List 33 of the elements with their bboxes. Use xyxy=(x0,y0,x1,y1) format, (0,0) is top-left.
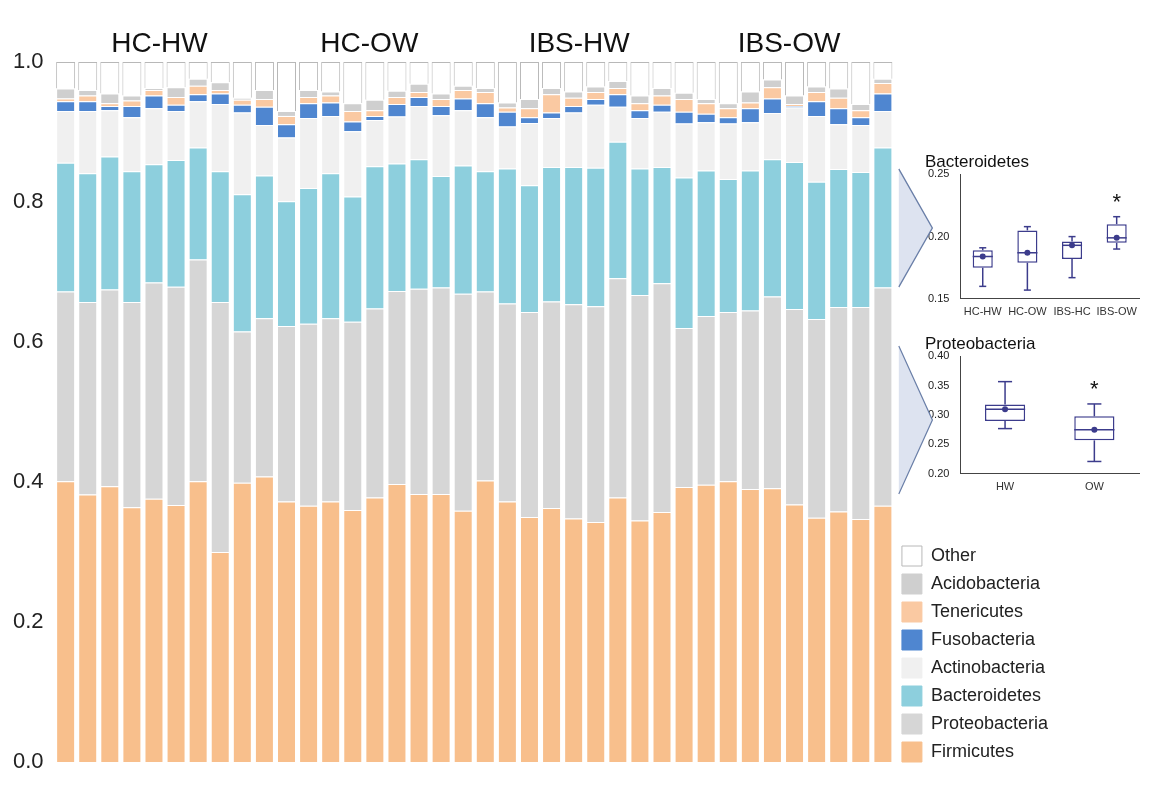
y-tick-label: 0.25 xyxy=(927,437,950,450)
x-tick-label: IBS-OW xyxy=(1096,305,1138,318)
legend-label: Proteobacteria xyxy=(930,712,1049,733)
x-tick-label: HC-HW xyxy=(963,305,1003,318)
annotation: * xyxy=(1112,188,1122,214)
legend-label: Actinobacteria xyxy=(930,656,1046,677)
text: HC-HW xyxy=(111,26,209,58)
y-tick-label: 0.0 xyxy=(12,748,44,774)
legend-label: Firmicutes xyxy=(930,740,1014,761)
y-tick-label: 0.4 xyxy=(12,468,44,494)
y-tick-label: 0.25 xyxy=(927,167,950,180)
text: IBS-HW xyxy=(528,26,631,58)
text: HC-OW xyxy=(320,26,419,58)
x-tick-label: IBS-HC xyxy=(1053,305,1091,318)
x-tick-label: HC-OW xyxy=(1008,305,1048,318)
annotation: * xyxy=(1090,376,1100,402)
y-tick-label: 0.2 xyxy=(12,608,44,634)
y-tick-label: 0.8 xyxy=(12,188,44,214)
text: IBS-OW xyxy=(737,26,841,58)
legend-label: Fusobacteria xyxy=(930,628,1036,649)
y-tick-label: 0.40 xyxy=(927,349,950,362)
y-tick-label: 0.20 xyxy=(927,229,950,242)
y-tick-label: 1.0 xyxy=(12,48,44,74)
y-tick-label: 0.20 xyxy=(927,466,950,479)
y-tick-label: 0.15 xyxy=(927,291,950,304)
legend-label: Tenericutes xyxy=(930,600,1023,621)
x-tick-label: OW xyxy=(1084,480,1105,493)
x-tick-label: HW xyxy=(995,480,1015,493)
y-tick-label: 0.6 xyxy=(12,328,44,354)
legend-label: Bacteroidetes xyxy=(930,684,1042,705)
legend-label: Other xyxy=(930,544,976,565)
legend-label: Acidobacteria xyxy=(930,572,1041,593)
y-tick-label: 0.35 xyxy=(927,378,950,391)
